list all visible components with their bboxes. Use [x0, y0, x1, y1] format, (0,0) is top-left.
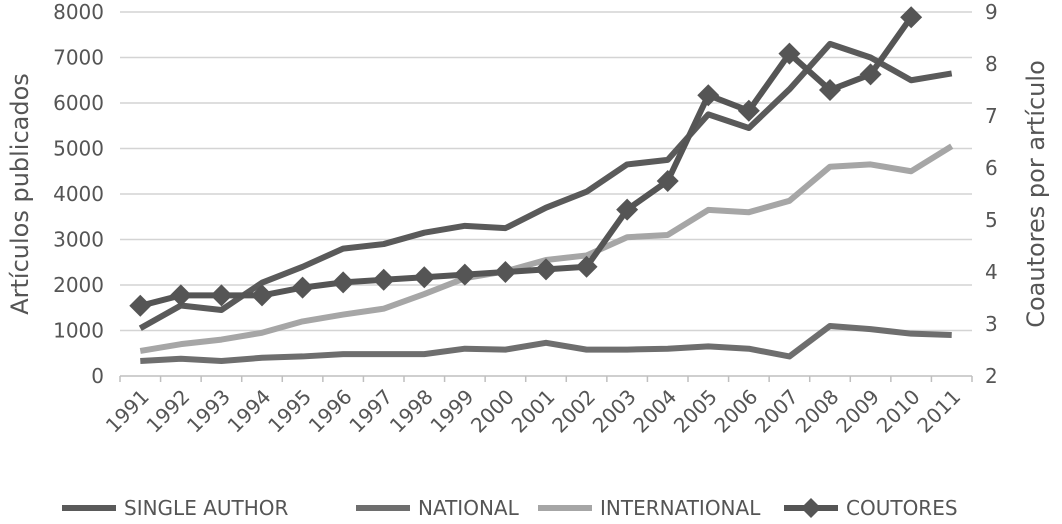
legend-label: NATIONAL [418, 496, 520, 520]
x-tick-label: 1995 [263, 385, 316, 438]
coutores-point [900, 6, 923, 29]
y2-tick-label: 5 [985, 208, 998, 232]
coutores-point [819, 79, 841, 101]
y-tick-label: 3000 [53, 228, 104, 252]
y-tick-label: 5000 [53, 137, 104, 161]
coutores-point [210, 284, 233, 307]
y2-tick-label: 8 [985, 52, 998, 76]
x-tick-label: 2011 [912, 385, 965, 438]
right-axis-ticks: 2 3 4 5 6 7 8 9 [985, 0, 998, 388]
x-axis-ticks: 1991199219931994199519961997199819992000… [101, 376, 973, 438]
x-tick-label: 1992 [141, 385, 194, 438]
coutores-point [332, 271, 355, 294]
y-tick-label: 8000 [53, 0, 104, 24]
legend-label: INTERNATIONAL [600, 496, 761, 520]
x-tick-label: 2002 [547, 385, 600, 438]
x-tick-label: 2000 [466, 385, 519, 438]
x-tick-label: 2009 [831, 385, 884, 438]
coutores-point [778, 42, 801, 65]
x-tick-label: 1998 [385, 385, 438, 438]
series-line-national [140, 322, 952, 364]
x-tick-label: 1994 [223, 385, 276, 438]
coutores-point [616, 198, 639, 221]
y2-tick-label: 3 [985, 312, 998, 336]
left-axis-title: Artículos publicados [6, 73, 34, 315]
y-tick-label: 6000 [53, 91, 104, 115]
x-tick-label: 1993 [182, 385, 235, 438]
series-line-single-author [138, 40, 953, 331]
x-tick-label: 2005 [669, 385, 722, 438]
legend-marker [801, 498, 821, 518]
x-tick-label: 2010 [872, 385, 925, 438]
right-axis-title: Coautores por artículo [1022, 60, 1050, 328]
x-tick-label: 2007 [750, 385, 803, 438]
coutores-point [453, 263, 476, 286]
y-tick-label: 0 [91, 364, 104, 388]
y-tick-label: 4000 [53, 182, 104, 206]
x-tick-label: 2006 [709, 385, 762, 438]
y2-tick-label: 7 [985, 104, 998, 128]
coutores-point [535, 258, 557, 281]
gridlines [120, 11, 972, 332]
series-lines [129, 6, 954, 364]
coutores-point [251, 284, 273, 307]
series-line-international [139, 143, 954, 354]
left-axis-ticks: 0 1000 2000 3000 4000 5000 6000 7000 8000 [53, 0, 104, 388]
coutores-point [859, 63, 882, 86]
y2-tick-label: 4 [985, 260, 998, 284]
coutores-point [737, 99, 760, 122]
coutores-point [656, 170, 679, 192]
coutores-point [575, 255, 598, 278]
legend: SINGLE AUTHOR NATIONAL INTERNATIONAL COUTOR… [62, 496, 958, 520]
x-tick-label: 1996 [304, 385, 357, 438]
y2-tick-label: 9 [985, 0, 998, 24]
y-tick-label: 7000 [53, 46, 104, 70]
coutores-point [129, 294, 152, 317]
y2-tick-label: 2 [985, 364, 998, 388]
x-tick-label: 2003 [588, 385, 641, 438]
x-tick-label: 2008 [791, 385, 844, 438]
coutores-point [494, 261, 517, 283]
legend-label: COUTORES [846, 496, 958, 520]
x-tick-label: 1991 [101, 385, 154, 438]
coutores-point [291, 276, 314, 299]
x-tick-label: 2004 [628, 385, 681, 438]
x-tick-label: 1999 [425, 385, 478, 438]
coutores-point [697, 84, 720, 107]
series-line-coutores [139, 15, 914, 309]
coutores-point [413, 266, 436, 289]
x-tick-label: 2001 [507, 385, 560, 438]
coutores-point [372, 268, 395, 291]
y2-tick-label: 6 [985, 156, 998, 180]
legend-label: SINGLE AUTHOR [124, 496, 289, 520]
coutores-point [169, 284, 192, 307]
y-tick-label: 1000 [53, 319, 104, 343]
y-tick-label: 2000 [53, 273, 104, 297]
x-tick-label: 1997 [344, 385, 397, 438]
